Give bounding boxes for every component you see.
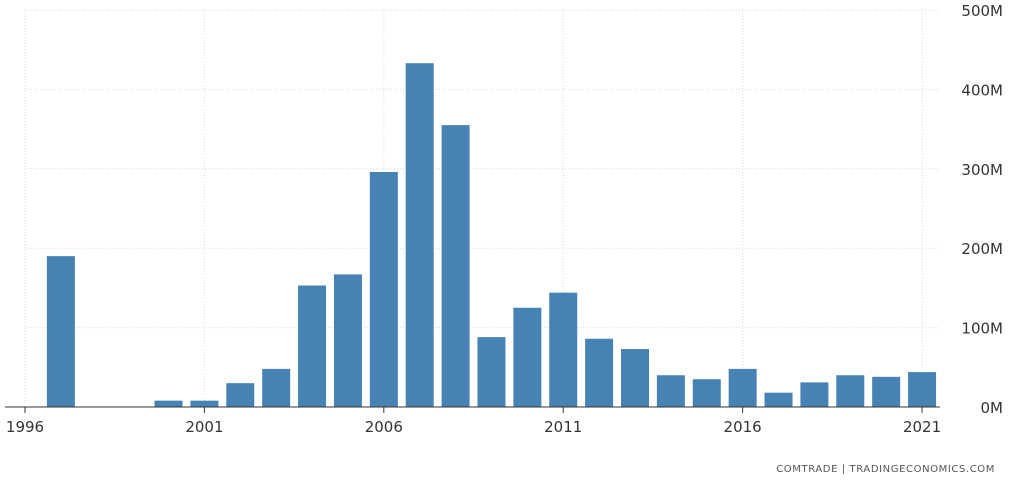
bar-2021: [908, 372, 937, 407]
x-tick-label: 2021: [903, 418, 941, 436]
x-tick-label: 2011: [544, 418, 582, 436]
bar-2008: [441, 125, 470, 407]
bar-2006: [369, 171, 398, 407]
bar-2009: [477, 337, 506, 407]
bar-2007: [405, 63, 434, 407]
bar-2019: [836, 375, 865, 407]
y-tick-label: 400M: [961, 81, 1003, 99]
y-tick-label: 300M: [961, 161, 1003, 179]
x-tick-label: 2016: [724, 418, 762, 436]
bar-2012: [585, 338, 614, 407]
y-tick-label: 0M: [981, 399, 1004, 417]
bar-2004: [298, 285, 327, 407]
bar-2014: [656, 375, 685, 407]
bar-2010: [513, 307, 542, 407]
bar-2018: [800, 382, 829, 407]
y-tick-label: 100M: [961, 320, 1003, 338]
x-tick-label: 2006: [365, 418, 403, 436]
bar-2005: [333, 274, 362, 407]
bar-2002: [226, 383, 255, 407]
x-tick-label: 2001: [185, 418, 223, 436]
axes: 0M 100M 200M 300M 400M 500M 1996 2001 2006 2011 20…: [5, 2, 1003, 436]
source-label: COMTRADE | TRADINGECONOMICS.COM: [776, 464, 995, 475]
bar-2017: [764, 392, 793, 407]
bar-2011: [549, 292, 578, 407]
bar-1997: [46, 256, 75, 407]
bar-2000: [154, 400, 183, 407]
bar-2020: [872, 376, 901, 407]
bar-2003: [262, 368, 291, 407]
bar-2016: [728, 368, 757, 407]
bar-2001: [190, 400, 219, 407]
bar-2013: [621, 349, 649, 407]
y-tick-label: 500M: [961, 2, 1003, 20]
bars: [46, 63, 937, 407]
x-tick-label: 1996: [6, 418, 44, 436]
y-tick-label: 200M: [961, 240, 1003, 258]
bar-2015: [692, 379, 721, 407]
